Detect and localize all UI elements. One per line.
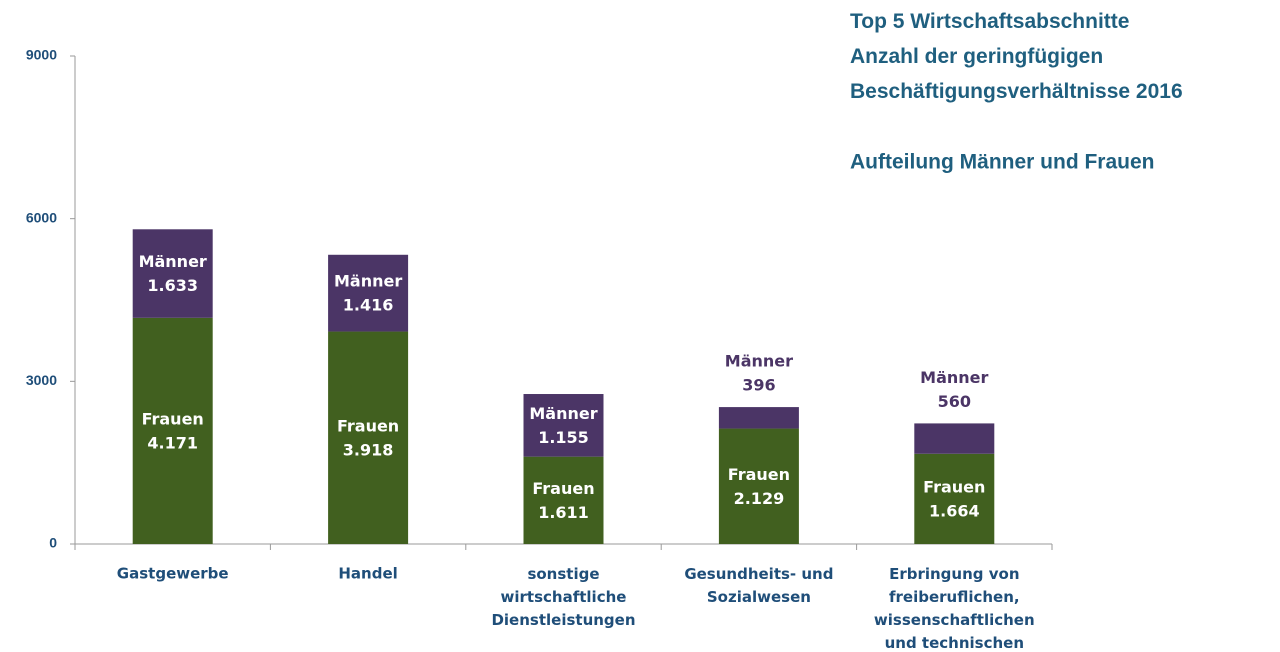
- x-tick-label: Handel: [338, 565, 397, 583]
- bar-segment: [718, 428, 799, 544]
- y-tick-label: 6000: [26, 209, 57, 225]
- data-label-name: Männer: [725, 352, 793, 371]
- bar-segment: [914, 423, 995, 454]
- data-label: 396: [742, 376, 775, 395]
- y-tick-label: 9000: [26, 47, 57, 63]
- data-label-name: Männer: [139, 252, 207, 271]
- data-label-name: Frauen: [923, 477, 985, 496]
- data-label-name: Männer: [920, 368, 988, 387]
- bar-segment: [523, 394, 604, 457]
- bar-segment: [718, 407, 799, 429]
- bar-segment: [523, 456, 604, 544]
- data-label: 1.633: [147, 276, 198, 295]
- bar-segment: [914, 453, 995, 544]
- bar-segment: [132, 317, 213, 544]
- data-label-name: Männer: [529, 404, 597, 423]
- data-label: 3.918: [343, 440, 394, 459]
- data-label: 1.416: [343, 296, 394, 315]
- data-label-name: Männer: [334, 272, 402, 291]
- data-label: 1.664: [929, 501, 980, 520]
- x-tick-label: Gastgewerbe: [117, 565, 229, 583]
- x-tick-label: Erbringung von freiberuflichen, wissenscha…: [874, 565, 1035, 652]
- x-tick-label: Gesundheits- und Sozialwesen: [684, 565, 833, 606]
- data-label-name: Frauen: [142, 409, 204, 428]
- data-label-name: Frauen: [728, 465, 790, 484]
- data-label-name: Frauen: [337, 416, 399, 435]
- data-label: 1.611: [538, 503, 589, 522]
- data-label: 2.129: [734, 489, 785, 508]
- bar-segment: [328, 254, 409, 332]
- bar-segment: [132, 229, 213, 318]
- data-label: 4.171: [147, 433, 198, 452]
- chart-title: Top 5 Wirtschaftsabschnitte Anzahl der ge…: [850, 10, 1183, 103]
- y-tick-label: 0: [49, 535, 57, 551]
- y-tick-label: 3000: [26, 372, 57, 388]
- data-label-name: Frauen: [532, 479, 594, 498]
- data-label: 560: [938, 392, 971, 411]
- x-tick-label: sonstige wirtschaftliche Dienstleistungen: [491, 565, 635, 629]
- data-label: 1.155: [538, 428, 589, 447]
- bar-segment: [328, 331, 409, 544]
- chart-subtitle: Aufteilung Männer und Frauen: [850, 151, 1155, 174]
